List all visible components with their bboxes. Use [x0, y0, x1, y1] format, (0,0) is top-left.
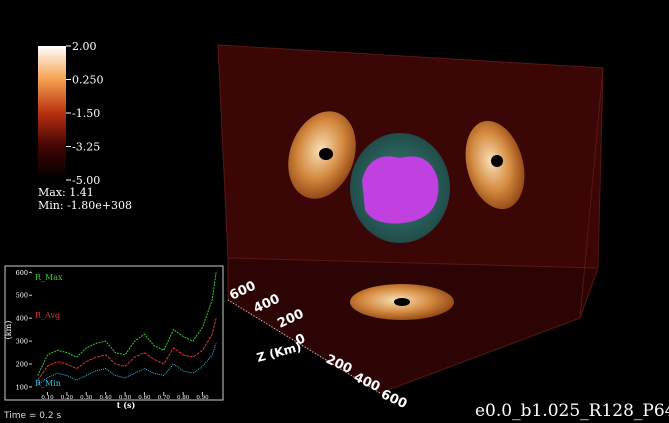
y-tick-label: 200 — [16, 361, 28, 369]
y-tick-label: 400 — [16, 315, 28, 323]
x-tick-label: 0.40 — [100, 395, 113, 401]
colorbar-label: -3.25 — [72, 141, 100, 154]
legend-label: R_Max — [35, 273, 63, 282]
page: (km) t (s) Time = 0.2 s e0.0_b1.025_R128… — [0, 0, 669, 423]
file-name: e0.0_b1.025_R128_P64_4 — [475, 401, 669, 421]
min-label: Min: -1.80e+308 — [38, 199, 132, 212]
colorbar-label: -5.00 — [72, 174, 100, 187]
scene-axis-title: Z (Km) — [255, 340, 303, 365]
x-tick-label: 0.60 — [138, 395, 151, 401]
hole — [394, 298, 410, 306]
colorbar-label: 2.00 — [72, 40, 97, 53]
inset-y-label: (km) — [4, 321, 13, 340]
time-label: Time = 0.2 s — [3, 411, 61, 421]
y-tick-label: 500 — [16, 292, 28, 300]
inset-x-label: t (s) — [117, 400, 136, 410]
scene-axis-label: 600 — [378, 387, 409, 412]
colorbar-label: 0.250 — [72, 74, 104, 87]
x-tick-label: 0.50 — [119, 395, 132, 401]
y-tick-label: 100 — [16, 383, 28, 391]
y-tick-label: 600 — [16, 269, 28, 277]
colorbar-label: -1.50 — [72, 107, 100, 120]
x-tick-label: 0.30 — [80, 395, 93, 401]
x-tick-label: 0.90 — [196, 395, 209, 401]
x-tick-label: 0.10 — [41, 395, 54, 401]
visualization: (km) t (s) Time = 0.2 s e0.0_b1.025_R128… — [0, 0, 669, 423]
hole — [319, 148, 333, 160]
x-tick-label: 0.70 — [158, 395, 171, 401]
y-tick-label: 300 — [16, 338, 28, 346]
legend-label: R_Min — [35, 379, 61, 388]
max-label: Max: 1.41 — [38, 186, 94, 199]
x-tick-label: 0.80 — [177, 395, 190, 401]
x-tick-label: 0.20 — [61, 395, 74, 401]
inner-surface — [362, 156, 438, 223]
colorbar — [38, 46, 66, 180]
hole — [491, 155, 503, 167]
legend-label: R_Avg — [35, 311, 60, 320]
